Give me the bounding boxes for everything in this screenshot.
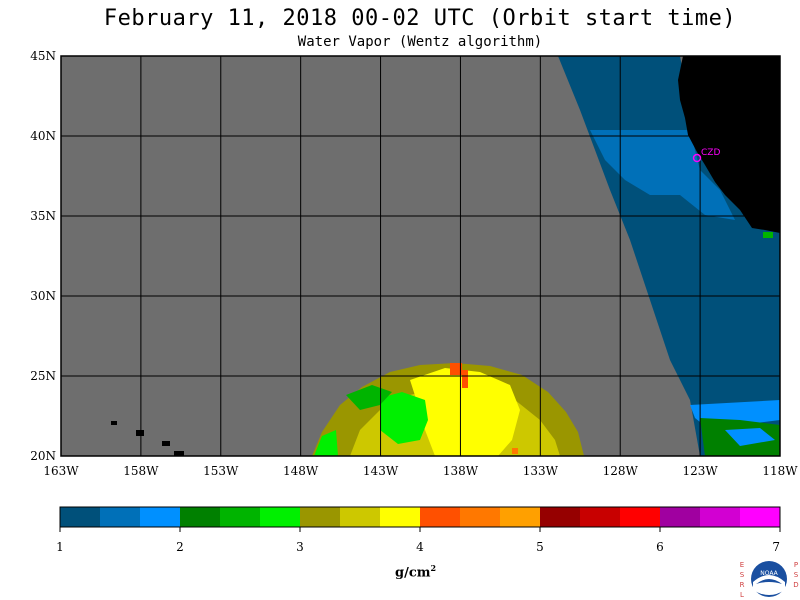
island-oahu	[136, 430, 144, 436]
logo-letter: L	[740, 591, 744, 599]
colorbar-tick-label: 5	[536, 540, 544, 554]
colorbar-swatch	[540, 507, 581, 527]
longitude-label: 163W	[43, 464, 79, 478]
latitude-label: 20N	[30, 449, 56, 463]
latitude-label: 40N	[30, 129, 56, 143]
swath-orange-pixel	[450, 363, 462, 375]
station-label: CZD	[701, 148, 720, 158]
colorbar-swatch	[140, 507, 181, 527]
logo-letter: P	[793, 561, 799, 569]
longitude-label: 123W	[682, 464, 718, 478]
colorbar-swatch	[460, 507, 501, 527]
island-kauai	[111, 421, 117, 425]
units-exponent: 2	[430, 563, 437, 573]
colorbar-swatch	[220, 507, 261, 527]
longitude-label: 133W	[523, 464, 559, 478]
colorbar-swatch	[60, 507, 101, 527]
station-marker-icon	[692, 153, 702, 163]
swath-light-blue-patch	[725, 428, 775, 446]
colorbar-ticks: 1 2 3 4 5 6 7	[56, 527, 781, 554]
logo-center-text: NOAA	[760, 570, 778, 577]
colorbar-swatch	[260, 507, 301, 527]
latitude-label: 30N	[30, 289, 56, 303]
noaa-emblem-icon: NOAA	[751, 561, 787, 597]
map-subtitle: Water Vapor (Wentz algorithm)	[297, 34, 543, 50]
island-maui	[162, 441, 170, 446]
logo-letter: R	[739, 581, 745, 589]
colorbar-tick-label: 4	[416, 540, 424, 554]
map-frame	[60, 55, 781, 457]
east-swath	[558, 56, 780, 456]
logo-letter: S	[793, 571, 799, 579]
longitude-label: 128W	[603, 464, 639, 478]
swath-orange-pixel-3	[512, 448, 518, 454]
longitude-label: 118W	[762, 464, 798, 478]
longitude-label: 148W	[283, 464, 319, 478]
swath-mid-blue	[590, 130, 735, 220]
colorbar-swatch	[100, 507, 141, 527]
colorbar-tick-label: 3	[296, 540, 304, 554]
land-mass	[678, 56, 780, 233]
map-title: February 11, 2018 00-02 UTC (Orbit start…	[103, 6, 737, 31]
colorbar-swatch	[620, 507, 661, 527]
colorbar-tick-label: 7	[772, 540, 780, 554]
colorbar-swatch	[740, 507, 781, 527]
longitude-labels: 163W 158W 153W 148W 143W 138W 133W 128W 123W 118W	[43, 464, 798, 478]
latitude-label: 25N	[30, 369, 56, 383]
lat-lon-grid	[61, 56, 780, 456]
units-base: g/cm	[395, 565, 431, 581]
colorbar-swatch	[700, 507, 741, 527]
swath-yellow	[410, 368, 520, 456]
colorbar-swatch	[380, 507, 421, 527]
logo-esrl-letters: E S R L	[738, 560, 746, 600]
colorbar-swatch	[340, 507, 381, 527]
colorbar-swatch	[180, 507, 221, 527]
colorbar-tick-label: 1	[56, 540, 64, 554]
logo-letter: E	[739, 561, 745, 569]
latitude-labels: 45N 40N 35N 30N 25N 20N	[30, 49, 56, 463]
colorbar-swatch	[420, 507, 461, 527]
latitude-label: 45N	[30, 49, 56, 63]
coastal-green-pixel	[763, 232, 773, 238]
island-hawaii	[174, 451, 184, 456]
noaa-esrl-psd-logo: E S R L NOAA P S D	[736, 560, 800, 600]
longitude-label: 143W	[363, 464, 399, 478]
colorbar-tick-label: 2	[176, 540, 184, 554]
colorbar-swatch	[500, 507, 541, 527]
logo-psd-letters: P S D	[792, 560, 800, 590]
colorbar-tick-label: 6	[656, 540, 664, 554]
colorbar-swatch	[580, 507, 621, 527]
colorbar-swatch	[300, 507, 341, 527]
longitude-label: 138W	[443, 464, 479, 478]
latitude-label: 35N	[30, 209, 56, 223]
logo-letter: S	[739, 571, 745, 579]
colorbar-units: g/cm2	[395, 563, 436, 580]
longitude-label: 158W	[123, 464, 159, 478]
logo-letter: D	[793, 581, 799, 589]
swath-green-left-edge	[314, 430, 338, 456]
swath-bright-green	[380, 392, 428, 444]
station-czd: CZD	[692, 148, 720, 163]
swath-orange-pixel-2	[462, 370, 468, 388]
longitude-label: 153W	[203, 464, 239, 478]
hawaiian-islands	[111, 421, 184, 456]
colorbar	[60, 507, 781, 527]
colorbar-swatch	[660, 507, 701, 527]
